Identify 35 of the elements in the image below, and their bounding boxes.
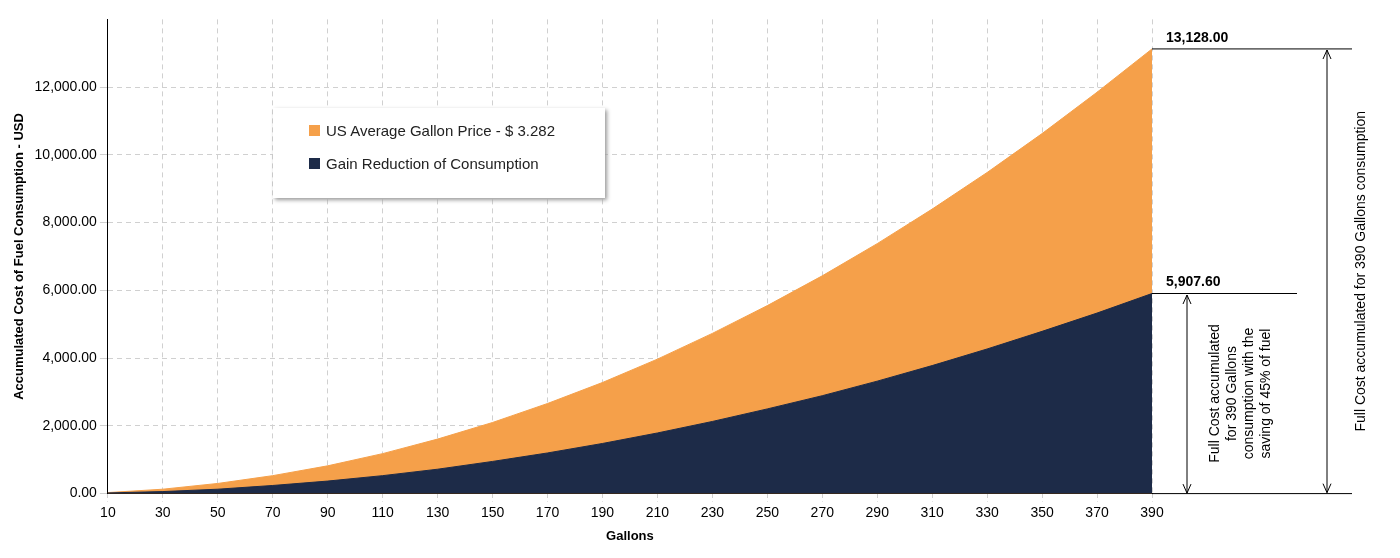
legend-label: Gain Reduction of Consumption [326,155,539,172]
text: Full Cost accumulated for 390 Gallons consumption with the saving of 45% of fuel [1205,324,1273,463]
x-tick-label: 390 [1140,503,1164,520]
y-tick-label: 0.00 [69,484,98,501]
x-tick-label: 130 [425,503,450,520]
x-tick-label: 90 [319,503,336,520]
x-tick-label: 30 [155,503,171,520]
x-tick-label: 50 [210,503,226,520]
x-tick-label: 330 [975,503,1000,520]
x-tick-label: 270 [810,503,835,520]
text: Full Cost accumulated for 390 Gallons consumption [1351,110,1368,432]
y-tick-label: 8,000.00 [42,213,98,230]
x-tick-label: 70 [264,503,281,520]
x-tick-label: 150 [480,503,505,520]
x-tick-label: 230 [700,503,725,520]
legend-label: US Average Gallon Price - $ 3.282 [326,122,556,139]
x-tick-label: 350 [1030,503,1054,520]
x-tick-label: 170 [535,503,560,520]
y-tick-label: 12,000.00 [34,78,98,94]
y-tick-label: 10,000.00 [34,145,98,162]
x-tick-label: 250 [755,503,780,520]
data-label: 5,907.60 [1166,273,1221,290]
x-tick-label: 190 [590,503,615,520]
y-axis-title: Accumulated Cost of Fuel Consumption - USD [11,113,27,400]
y-tick-label: 6,000.00 [42,281,98,298]
x-tick-label: 210 [645,503,670,520]
y-tick-label: 2,000.00 [42,416,98,433]
x-tick-label: 290 [865,503,890,520]
data-label: 13,128.00 [1166,28,1229,45]
x-tick-label: 110 [371,503,395,520]
x-axis-title: Gallons [606,527,654,543]
x-tick-label: 10 [100,503,116,520]
x-tick-label: 310 [920,503,945,520]
y-tick-label: 4,000.00 [42,348,98,365]
x-tick-label: 370 [1085,503,1109,520]
